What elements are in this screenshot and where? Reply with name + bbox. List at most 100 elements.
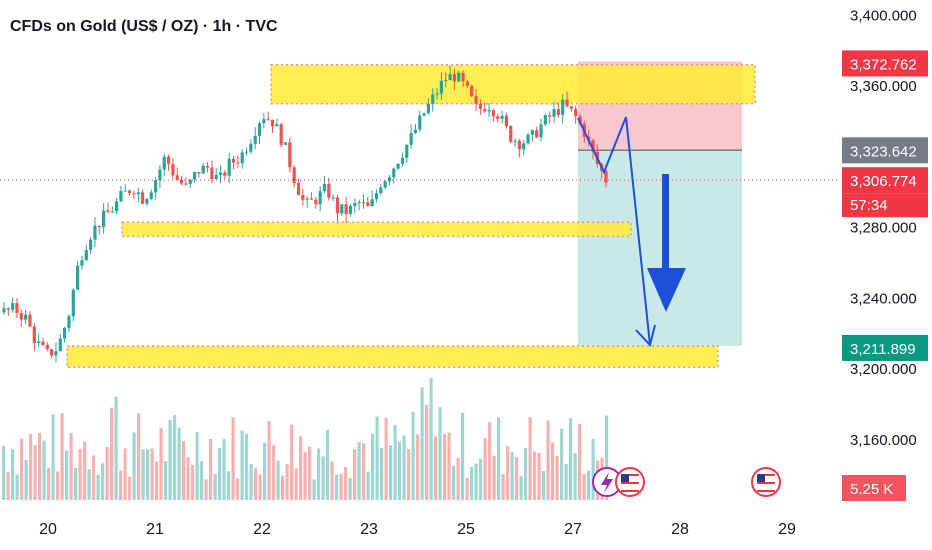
volume-bar [254,468,258,500]
candle-body [197,172,201,174]
volume-bar [290,424,294,500]
candle-body [392,168,396,178]
candle-body [357,202,361,204]
volume-bar [56,471,60,500]
x-tick-label: 21 [146,521,164,538]
volume-bar [470,467,474,500]
candle-body [517,140,521,150]
candle-body [461,72,465,82]
us-flag-icon [615,467,645,497]
candle-body [115,201,119,212]
price-label-text: 3,372.762 [850,56,917,73]
volume-bar [29,433,33,500]
candle-body [526,134,530,144]
volume-bar [204,479,208,500]
volume-bar [344,466,348,500]
volume-bar [164,461,168,500]
volume-bar [339,474,343,500]
volume-bar [263,442,267,500]
candle-body [470,85,474,97]
volume-bar [33,445,37,500]
candle-body [318,191,322,205]
candle-body [409,133,413,145]
candle-body [301,194,305,200]
volume-bar [357,442,361,500]
volume-bar [312,479,316,500]
candle-body [574,108,578,117]
candle-body [314,199,318,205]
candle-body [149,192,153,200]
volume-bar [2,445,6,500]
candle-body [201,165,205,174]
volume-bar [20,438,24,500]
candle-body [188,179,192,184]
volume-bar [326,429,330,500]
candle-body [140,192,145,204]
candle-body [452,74,457,82]
volume-bar [213,473,217,500]
candle-body [249,143,253,152]
candle-body [37,341,41,344]
candle-body [63,327,67,339]
x-tick-label: 28 [671,521,689,538]
x-tick-label: 22 [253,521,271,538]
price-label: 3,323.642 [842,137,928,164]
volume-bar [272,445,276,500]
candle-body [67,316,71,328]
volume-bar [83,441,87,500]
candle-body [50,349,54,356]
candle-body [552,109,556,117]
y-tick-label: 3,360.000 [850,78,917,95]
volume-bar [119,470,123,500]
down-arrow-head [647,268,686,312]
candle-body [158,169,162,181]
candle-body [240,152,244,164]
candle-body [266,119,270,121]
volume-bar [542,471,546,500]
volume-bar [434,436,438,500]
volume-bar [146,449,150,500]
take-profit-zone [578,150,742,346]
y-tick-label: 3,240.000 [850,290,917,307]
volume-bar [330,461,334,500]
candle-body [439,80,444,94]
candle-body [6,308,10,310]
candle-body [435,93,439,95]
volume-bar [546,420,550,500]
flag-stripe [621,482,639,484]
price-label: 3,306.774 [842,167,928,194]
zone-upper-resistance [270,64,756,105]
candle-body [214,175,218,179]
candle-body [535,130,539,138]
volume-bar [245,433,249,500]
volume-bar [308,446,312,500]
candle-body [218,172,223,176]
volume-bar [258,474,262,500]
volume-bar [587,470,591,500]
candle-body [413,129,418,134]
volume-bar [564,463,568,500]
candle-body [145,199,149,204]
candle-body [270,119,275,127]
candle-body [309,198,314,200]
projection-arrowhead [635,324,656,348]
zone-lower-support [66,345,719,368]
volume-bar [411,411,415,500]
volume-bar [42,440,46,500]
volume-bar [294,468,298,500]
volume-bar [402,435,406,500]
candle-body [530,130,534,135]
candle-body [387,177,392,182]
candle-body [348,205,353,214]
volume-bar [200,461,204,500]
volume-bar [348,477,352,500]
volume-bar [177,427,181,500]
candle-body [136,192,140,195]
volume-bar [24,460,28,500]
volume-bar [393,424,397,500]
volume-bar [389,445,393,500]
candle-body [262,119,266,124]
volume-bar [236,478,240,500]
candle-body [275,124,279,127]
